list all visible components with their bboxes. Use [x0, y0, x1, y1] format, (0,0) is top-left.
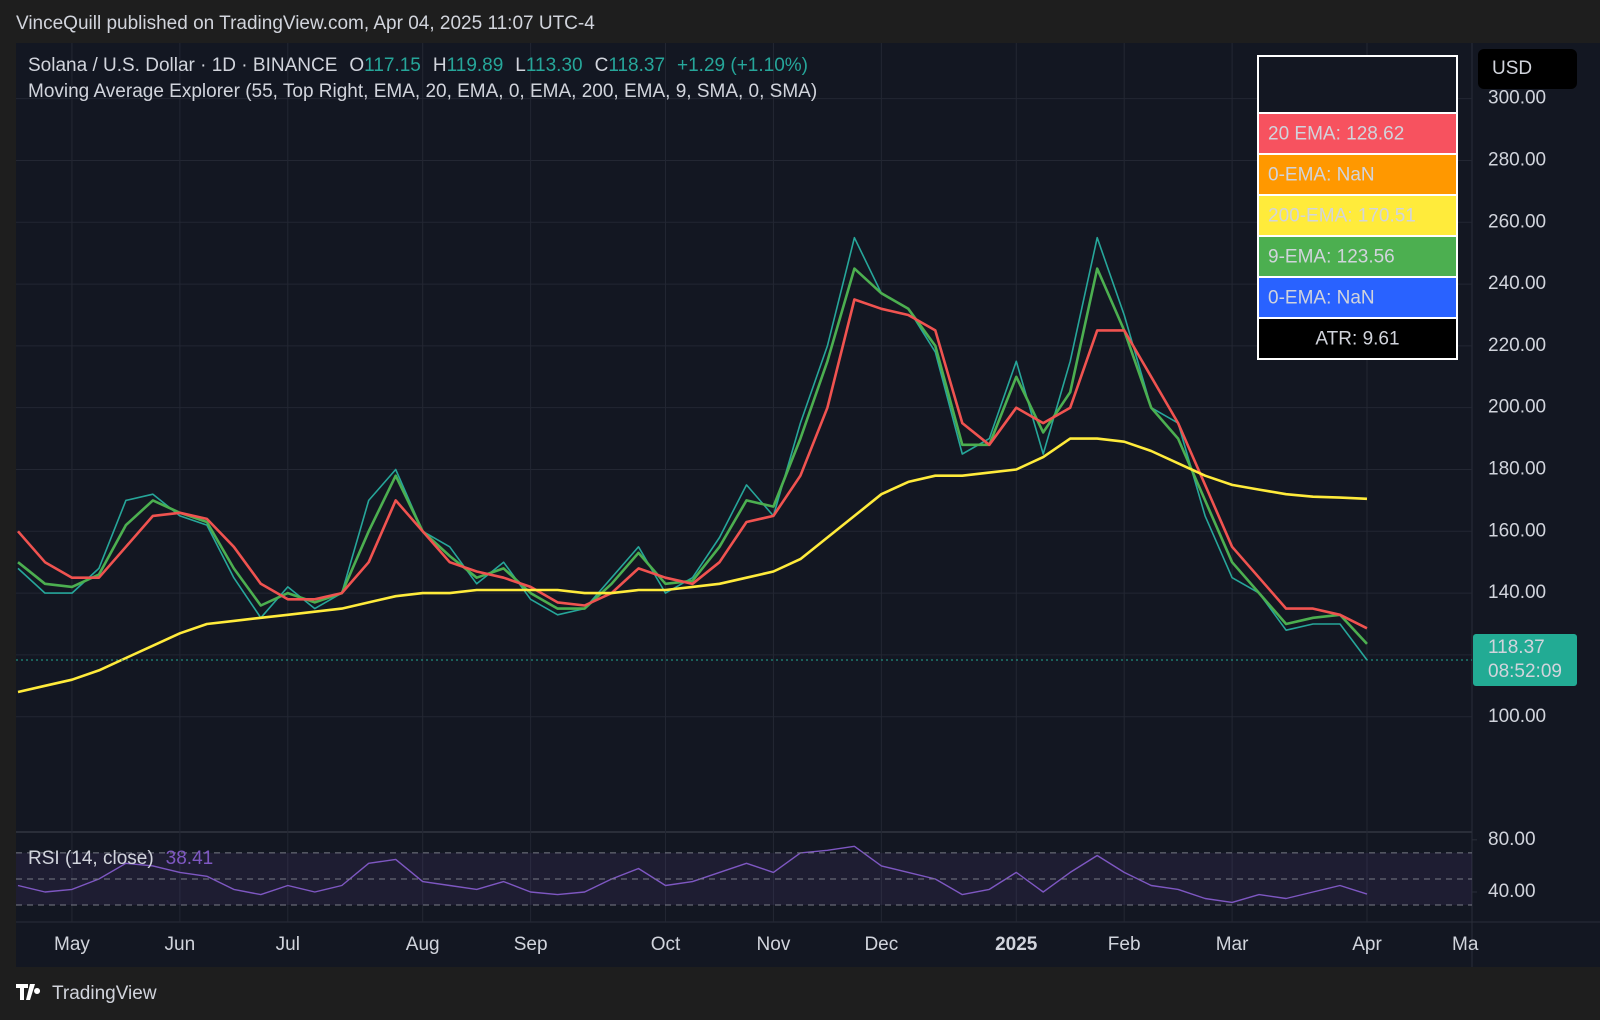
rsi-line — [17, 845, 1368, 904]
x-tick-label: Aug — [406, 934, 440, 955]
rsi-name: RSI (14, close) — [28, 848, 154, 869]
x-tick-label: Jun — [165, 934, 196, 955]
footer-logo — [16, 984, 41, 1000]
ohlc-key: L — [515, 55, 526, 76]
ohlc-value: 118.37 — [608, 55, 665, 76]
ma-table-cell — [1257, 317, 1458, 360]
ma-table-cell — [1257, 112, 1458, 155]
publisher: VinceQuill published on TradingView.com,… — [16, 13, 595, 34]
x-tick-label: Apr — [1352, 934, 1382, 955]
ohlc-key: O — [349, 55, 364, 76]
y-tick-label: 240.00 — [1488, 273, 1546, 294]
ma-table-text: 20 EMA: 128.62 — [1268, 124, 1404, 145]
plot-area — [16, 43, 1472, 922]
y-tick-label: 260.00 — [1488, 211, 1546, 232]
ohlc-key: C — [595, 55, 609, 76]
rsi-last: 38.41 — [166, 848, 214, 869]
y-tick-label: 100.00 — [1488, 706, 1546, 727]
price-scale — [1472, 43, 1600, 967]
currency-label: USD — [1492, 58, 1532, 79]
x-tick-label: 2025 — [995, 934, 1038, 955]
currency-button — [1478, 49, 1577, 89]
ma-table-cell — [1257, 153, 1458, 196]
price-badge — [1473, 633, 1577, 686]
ohlc-value: 117.15 — [364, 55, 421, 76]
symbol: Solana / U.S. Dollar · 1D · BINANCE — [28, 55, 337, 76]
ohlc-key: H — [433, 55, 447, 76]
y-tick-label: 160.00 — [1488, 520, 1546, 541]
y-tick-label: 200.00 — [1488, 397, 1546, 418]
ma-table-text: 0-EMA: NaN — [1268, 165, 1375, 186]
x-tick-label: Feb — [1108, 934, 1141, 955]
y-tick-label: 180.00 — [1488, 459, 1546, 480]
ohlc-value: 119.89 — [447, 55, 504, 76]
ma-table-header — [1257, 55, 1458, 114]
x-tick-label: Sep — [514, 934, 548, 955]
footer-brand: TradingView — [52, 983, 157, 1004]
ma-table-cell — [1257, 194, 1458, 237]
price-badge-value: 118.37 — [1488, 637, 1545, 658]
ma-table-cell — [1257, 276, 1458, 319]
y-tick-label: 220.00 — [1488, 335, 1546, 356]
x-tick-label: Mar — [1216, 934, 1249, 955]
y-tick-label: 140.00 — [1488, 582, 1546, 603]
x-tick-label: May — [54, 934, 90, 955]
ma-table-text: 200-EMA: 170.51 — [1268, 206, 1416, 227]
rsi-legend: RSI (14, close) 38.41 — [28, 848, 213, 869]
price-badge-countdown: 08:52:09 — [1488, 661, 1562, 682]
ma-table-text: 0-EMA: NaN — [1268, 288, 1375, 309]
change: +1.29 (+1.10%) — [677, 55, 808, 76]
x-tick-label: Dec — [864, 934, 898, 955]
rsi-tick-label: 80.00 — [1488, 829, 1536, 850]
y-tick-label: 300.00 — [1488, 88, 1546, 109]
x-tick-label: Oct — [651, 934, 681, 955]
rsi-tick-label: 40.00 — [1488, 881, 1536, 902]
x-tick-label: Ma — [1452, 934, 1479, 955]
ohlc-value: 113.30 — [526, 55, 583, 76]
ma-table-text: ATR: 9.61 — [1315, 329, 1399, 350]
x-tick-label: Nov — [757, 934, 791, 955]
y-tick-label: 280.00 — [1488, 149, 1546, 170]
indicator-legend: Moving Average Explorer (55, Top Right, … — [28, 81, 817, 102]
ma-line — [17, 298, 1368, 630]
ma-line — [17, 437, 1368, 694]
ma-table-text: 9-EMA: 123.56 — [1268, 247, 1395, 268]
price-line — [17, 236, 1368, 661]
logo-mark — [16, 984, 41, 1000]
x-tick-label: Jul — [276, 934, 300, 955]
ma-line — [17, 267, 1368, 645]
symbol-legend: Solana / U.S. Dollar · 1D · BINANCE O117.… — [28, 55, 808, 76]
